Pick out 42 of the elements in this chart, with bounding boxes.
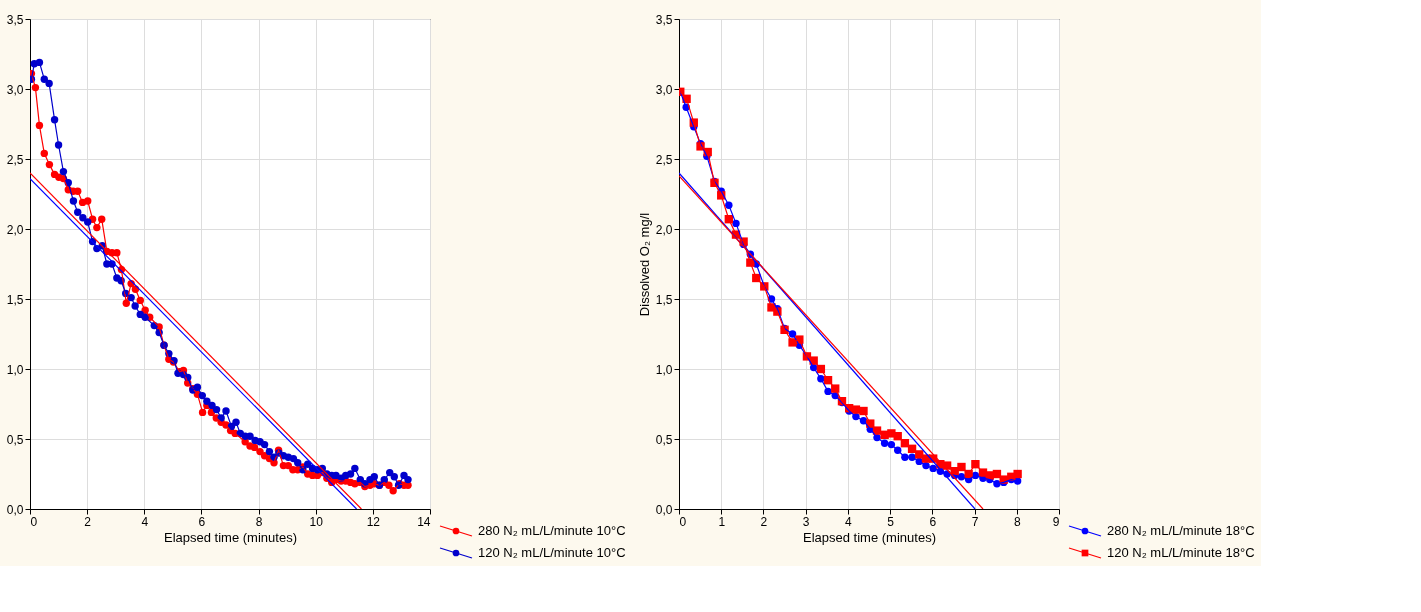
legend-label: 120 N₂ mL/L/minute 18°C — [1107, 545, 1255, 560]
y-tick-label: 1,5 — [655, 292, 673, 307]
x-tick-label: 5 — [887, 514, 895, 529]
x-tick-label: 6 — [929, 514, 937, 529]
y-tick-label: 0,0 — [6, 502, 24, 517]
point — [1013, 469, 1022, 479]
y-tick-label: 2,5 — [6, 152, 24, 167]
y-tick-label: 3,0 — [655, 82, 673, 97]
y-tick-label: 3,0 — [6, 82, 24, 97]
y-tick-label: 2,5 — [655, 152, 673, 167]
y-tick-label: 2,0 — [655, 222, 673, 237]
y-tick-label: 3,5 — [655, 12, 673, 27]
x-tick-label: 8 — [1013, 514, 1021, 529]
y-tick-label: 0,0 — [655, 502, 673, 517]
x-axis-title: Elapsed time (minutes) — [803, 529, 936, 545]
x-tick-label: 6 — [198, 514, 206, 529]
y-tick-label: 3,5 — [6, 12, 24, 27]
x-tick-label: 0 — [30, 514, 38, 529]
x-tick-label: 14 — [417, 514, 431, 529]
legend-label: 280 N₂ mL/L/minute 18°C — [1107, 523, 1255, 538]
x-tick-label: 7 — [971, 514, 979, 529]
x-tick-label: 9 — [1052, 514, 1060, 529]
x-tick-label: 8 — [255, 514, 263, 529]
y-tick-label: 2,0 — [6, 222, 24, 237]
x-tick-label: 2 — [84, 514, 92, 529]
y-tick-label: 1,0 — [6, 362, 24, 377]
y-axis-title: Dissolved O₂ mg/l — [636, 212, 652, 317]
y-tick-label: 0,5 — [655, 432, 673, 447]
x-tick-label: 3 — [802, 514, 810, 529]
x-axis-title: Elapsed time (minutes) — [164, 529, 297, 545]
x-tick-label: 10 — [309, 514, 324, 529]
y-tick-label: 1,0 — [655, 362, 673, 377]
x-tick-label: 12 — [366, 514, 381, 529]
y-tick-label: 0,5 — [6, 432, 24, 447]
x-tick-label: 1 — [718, 514, 726, 529]
legend-label: 280 N₂ mL/L/minute 10°C — [478, 523, 626, 538]
x-tick-label: 4 — [141, 514, 149, 529]
x-tick-label: 0 — [679, 514, 687, 529]
legend-label: 120 N₂ mL/L/minute 10°C — [478, 545, 626, 560]
x-tick-label: 2 — [760, 514, 768, 529]
y-tick-label: 1,5 — [6, 292, 24, 307]
x-tick-label: 4 — [845, 514, 853, 529]
